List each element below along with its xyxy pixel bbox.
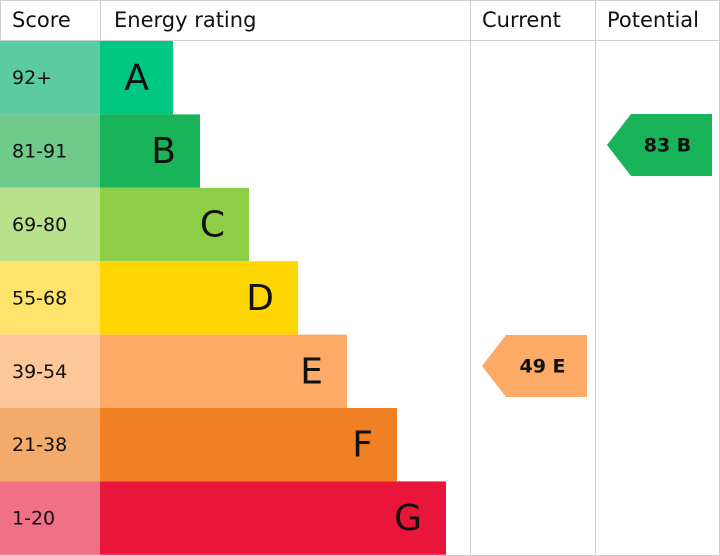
rating-letter: C: [200, 205, 225, 246]
rating-bar: [100, 481, 446, 555]
score-cell: [0, 481, 100, 555]
score-label: 55-68: [12, 287, 67, 309]
score-label: 92+: [12, 67, 52, 89]
rating-letter: G: [394, 498, 422, 539]
score-label: 39-54: [12, 361, 67, 383]
header-rating: Energy rating: [114, 8, 256, 32]
score-cell: [0, 334, 100, 408]
current-arrow: [482, 335, 587, 397]
rating-letter: D: [246, 278, 274, 319]
score-cell: [0, 187, 100, 262]
score-label: 81-91: [12, 141, 67, 163]
rating-bar: [100, 187, 249, 262]
score-label: 21-38: [12, 434, 67, 456]
score-cell: [0, 114, 100, 188]
score-label: 1-20: [12, 508, 55, 530]
rating-letter: A: [124, 58, 149, 99]
header-current: Current: [482, 8, 561, 32]
potential-arrow: [607, 114, 712, 176]
potential-label: 83 B: [644, 135, 692, 157]
score-cell: [0, 41, 100, 115]
rating-bar: [100, 114, 200, 188]
rating-bar: [100, 408, 397, 482]
rating-bar: [100, 334, 347, 408]
header-score: Score: [12, 8, 71, 32]
rating-letter: B: [151, 131, 176, 172]
score-cell: [0, 261, 100, 335]
rating-bar: [100, 261, 298, 335]
rating-bar: [100, 41, 173, 115]
rating-letter: E: [300, 351, 323, 392]
score-cell: [0, 408, 100, 482]
rating-letter: F: [352, 425, 373, 466]
current-label: 49 E: [519, 356, 565, 378]
score-label: 69-80: [12, 214, 67, 236]
header-potential: Potential: [607, 8, 699, 32]
